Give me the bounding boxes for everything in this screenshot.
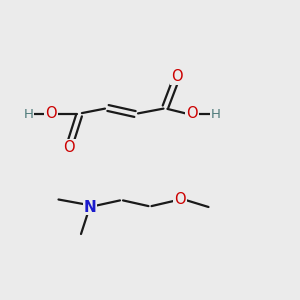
Text: H: H bbox=[211, 107, 221, 121]
Text: H: H bbox=[24, 107, 33, 121]
Text: O: O bbox=[174, 192, 186, 207]
Text: O: O bbox=[63, 140, 75, 154]
Text: O: O bbox=[45, 106, 57, 122]
Text: N: N bbox=[84, 200, 96, 214]
Text: O: O bbox=[171, 69, 183, 84]
Text: O: O bbox=[186, 106, 198, 122]
